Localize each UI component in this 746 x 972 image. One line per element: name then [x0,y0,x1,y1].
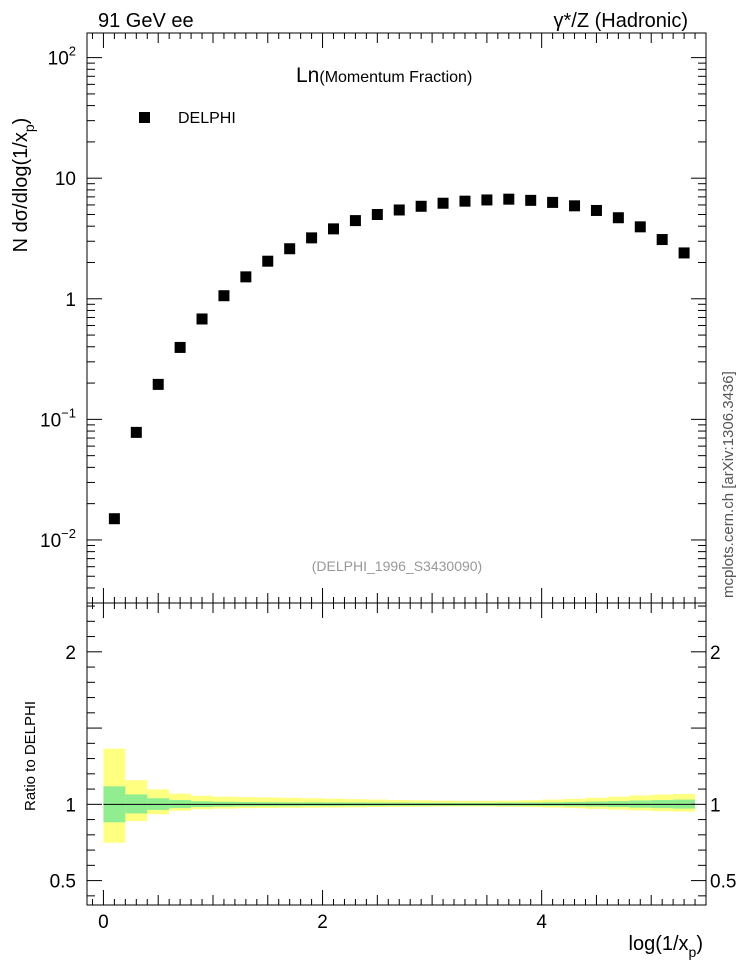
data-point [437,197,449,209]
data-point [656,234,668,246]
main-axis-ticks [87,33,706,604]
main-y-tick-label: 10−1 [40,405,76,431]
main-y-tick-label: 102 [48,44,76,70]
ratio-frame [86,602,707,906]
main-y-tick-label: 10−2 [40,526,76,552]
legend: DELPHI [139,110,236,127]
data-point [284,243,296,255]
main-y-axis-title-text: N dσ/dlog(1/x [10,132,32,252]
header-left: 91 GeV ee [98,10,194,32]
ratio-y-tick-labels: 0.5 0.5 1 1 2 2 [50,643,737,893]
data-point [634,221,646,233]
x-tick-label: 4 [536,912,547,933]
main-y-axis-title-subscript: p [21,124,37,132]
ratio-panel: 0.5 0.5 1 1 2 2 0 2 4 Ratio to DELPHI log(1/xp) [22,602,737,960]
main-y-axis-title: N dσ/dlog(1/xp) [10,118,37,253]
data-point [349,215,361,227]
data-point [108,513,120,525]
x-axis-title-subscript: p [689,944,697,960]
data-point [569,200,581,212]
data-point [130,426,142,438]
x-tick-label: 0 [98,912,109,933]
x-axis-title: log(1/xp) [629,933,704,960]
x-axis-title-text: log(1/x [629,933,689,955]
data-point [328,223,340,235]
data-point [174,341,186,353]
legend-marker [139,112,150,123]
ratio-y-tick-label: 1 [65,795,76,816]
data-point [525,194,537,206]
main-y-tick-label: 10 [55,169,76,190]
ratio-bands [103,748,696,843]
data-point [393,204,405,216]
data-point [415,200,427,212]
data-point [371,208,383,220]
plot-title-main: Ln [296,64,319,87]
x-axis-title-tail: ) [696,933,703,955]
ratio-y-tick-label-right: 0.5 [710,872,736,893]
plot-title-sub: (Momentum Fraction) [319,69,472,86]
ratio-y-tick-label-right: 2 [710,643,721,664]
main-y-tick-labels: 10−2 10−1 1 10 102 [40,44,76,552]
plot-title: Ln(Momentum Fraction) [296,64,472,87]
data-point [459,195,471,207]
main-y-axis-title-tail: ) [10,118,32,125]
header-right: γ*/Z (Hadronic) [554,10,688,32]
data-point [262,255,274,267]
legend-label: DELPHI [178,110,236,127]
data-point [306,232,318,244]
data-point [612,212,624,224]
ratio-y-tick-label: 0.5 [50,872,76,893]
x-tick-label: 2 [317,912,328,933]
data-point [481,194,493,206]
ratio-x-tick-labels: 0 2 4 [98,912,547,933]
ratio-y-tick-label: 2 [65,643,76,664]
data-point [678,247,690,259]
main-panel: 10−2 10−1 1 10 102 Ln(Momentum Fraction) DEL… [10,32,707,604]
ratio-y-tick-label-right: 1 [710,795,721,816]
ratio-axis-ticks [87,603,706,905]
data-point [240,271,252,283]
analysis-annotation: (DELPHI_1996_S3430090) [312,558,482,574]
data-point [590,204,602,216]
main-y-tick-label: 1 [65,290,76,311]
data-point [152,378,164,390]
data-point [547,196,559,208]
data-point [218,290,230,302]
data-point [503,193,515,205]
data-point [196,313,208,325]
data-markers [108,193,690,525]
ratio-y-axis-title: Ratio to DELPHI [22,701,39,811]
side-caption: mcplots.cern.ch [arXiv:1306.3436] [720,371,737,598]
